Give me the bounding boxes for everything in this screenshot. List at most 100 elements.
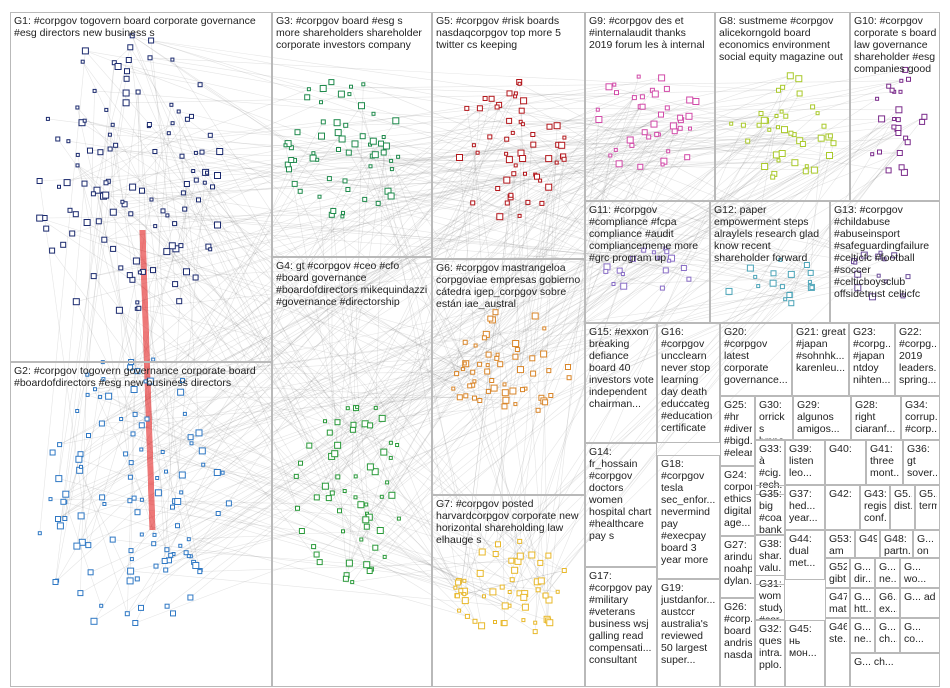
graph-edge	[96, 189, 177, 250]
graph-edge	[93, 80, 902, 277]
graph-edge	[193, 530, 302, 563]
graph-edge	[93, 154, 376, 622]
group-label-g45: G45: нь мон...	[789, 623, 817, 659]
graph-node	[170, 57, 175, 62]
group-panel-g58: G... ad	[900, 588, 940, 618]
group-label-g41: G41: three mont...	[870, 443, 900, 479]
graph-node	[725, 287, 733, 295]
group-label-g19: G19: justdanfor... austccr australia's r…	[661, 582, 716, 666]
graph-node	[129, 33, 135, 39]
group-panel-g7: G7: #corpgov posted harvardcorpgov corpo…	[432, 495, 585, 687]
graph-node	[385, 480, 390, 485]
graph-edge	[380, 366, 569, 531]
graph-node	[854, 284, 862, 292]
graph-node	[376, 527, 384, 534]
graph-node	[161, 558, 168, 564]
graph-node	[80, 59, 85, 64]
graph-node	[92, 88, 97, 93]
group-panel-g16: G16: #corpgov uncclearn never stop learn…	[657, 323, 720, 443]
group-label-g10: G10: #corpgov corporate s board law gove…	[854, 15, 937, 75]
graph-node	[295, 505, 300, 511]
graph-node	[545, 183, 553, 191]
graph-edge	[301, 160, 665, 532]
graph-edge	[534, 125, 558, 632]
graph-node	[472, 379, 477, 384]
graph-node	[554, 160, 559, 165]
graph-edge	[613, 275, 879, 285]
graph-node	[85, 372, 90, 377]
graph-node	[921, 113, 928, 120]
graph-node	[776, 125, 780, 130]
graph-node	[199, 149, 205, 155]
graph-node	[60, 241, 67, 248]
graph-node	[97, 149, 104, 156]
group-label-g7: G7: #corpgov posted harvardcorpgov corpo…	[436, 498, 579, 546]
group-label-g2: G2: #corpgov togovern governance corpora…	[14, 365, 256, 389]
graph-edge	[89, 150, 495, 389]
graph-node	[180, 378, 185, 384]
graph-edge	[809, 138, 822, 282]
group-label-g4: G4: gt #corpgov #ceo #cfo #board governa…	[276, 260, 428, 308]
graph-node	[539, 200, 545, 206]
graph-node	[461, 597, 469, 605]
group-panel-g63: G... co...	[900, 618, 940, 653]
graph-edge	[375, 109, 900, 548]
graph-node	[388, 455, 393, 460]
graph-edge	[519, 110, 522, 216]
graph-edge	[567, 155, 611, 368]
group-label-g60: G6... ex...	[879, 591, 897, 615]
graph-node	[83, 219, 91, 226]
graph-node	[128, 548, 134, 554]
graph-node	[770, 270, 777, 277]
graph-edge	[386, 104, 500, 483]
graph-edge	[121, 418, 565, 571]
graph-node	[138, 604, 144, 611]
graph-node	[514, 347, 520, 352]
graph-edge	[126, 90, 779, 104]
group-panel-g17: G17: #corpgov pay #military #veterans bu…	[585, 567, 657, 687]
graph-node	[335, 474, 341, 480]
graph-edge	[174, 283, 310, 446]
group-label-g8: G8: sustmeme #corpgov alicekorngold boar…	[719, 15, 843, 63]
group-panel-g32: G32: ques... intra... pplo...	[755, 620, 785, 687]
graph-edge	[352, 554, 532, 583]
graph-node	[523, 171, 527, 176]
group-label-g29: G29: algunos amigos...	[797, 399, 840, 435]
graph-node	[512, 340, 520, 347]
graph-edge	[39, 50, 86, 534]
graph-node	[878, 115, 886, 123]
graph-node	[753, 274, 758, 279]
graph-edge	[141, 123, 732, 191]
group-panel-g51: G5... term...	[915, 485, 940, 530]
graph-edge	[556, 77, 662, 126]
group-label-g47: G47: mat	[829, 591, 847, 615]
graph-node	[115, 306, 123, 314]
graph-node	[388, 440, 393, 445]
graph-node	[629, 142, 635, 148]
graph-edge	[164, 384, 505, 562]
graph-node	[641, 247, 647, 253]
graph-node	[470, 369, 476, 375]
group-panel-g38: G38: shar... valu...	[755, 535, 785, 585]
graph-node	[501, 602, 509, 610]
group-label-g51: G5... term...	[919, 488, 937, 512]
graph-node	[778, 150, 786, 157]
graph-edge	[872, 152, 900, 155]
graph-edge	[175, 500, 459, 583]
graph-edge	[93, 275, 320, 563]
graph-node	[533, 620, 538, 625]
graph-edge	[567, 267, 685, 368]
graph-edge	[457, 570, 565, 597]
group-label-g24: G24: corpor... ethics digital age...	[724, 469, 752, 529]
graph-edge	[120, 99, 690, 420]
graph-node	[109, 536, 116, 543]
graph-node	[595, 107, 600, 112]
graph-edge	[520, 256, 879, 370]
graph-edge	[66, 88, 310, 183]
graph-edge	[350, 86, 635, 98]
graph-node	[372, 544, 379, 551]
graph-edge	[149, 124, 641, 168]
graph-edge	[93, 202, 473, 277]
graph-edge	[94, 90, 900, 154]
graph-node	[688, 126, 692, 131]
